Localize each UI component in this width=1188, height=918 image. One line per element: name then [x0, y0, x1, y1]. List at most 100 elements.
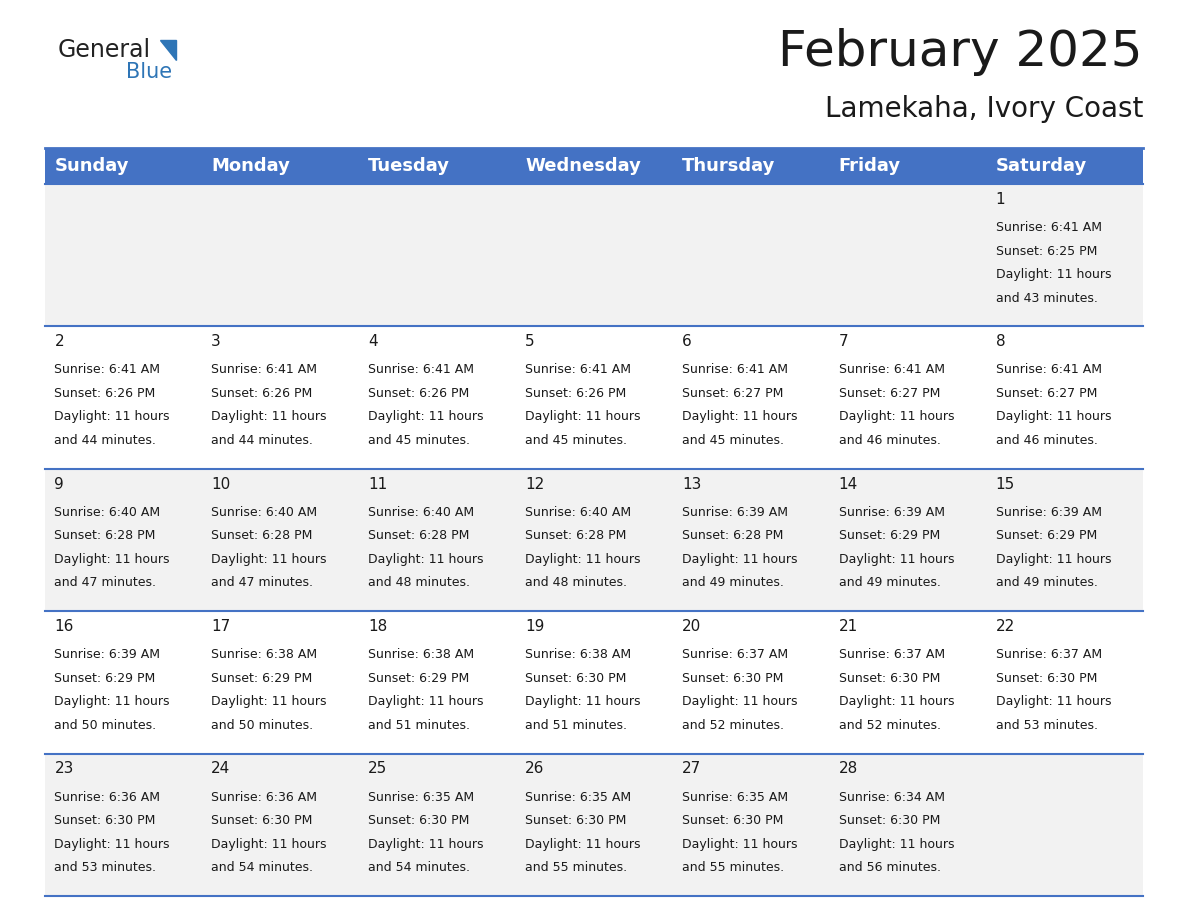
Text: Sunset: 6:30 PM: Sunset: 6:30 PM [525, 672, 626, 685]
Text: Sunset: 6:30 PM: Sunset: 6:30 PM [211, 814, 312, 827]
Text: Daylight: 11 hours: Daylight: 11 hours [682, 553, 797, 565]
Text: 19: 19 [525, 619, 544, 634]
Bar [986, 327, 1143, 469]
Text: Sunrise: 6:37 AM: Sunrise: 6:37 AM [996, 648, 1101, 661]
Text: Daylight: 11 hours: Daylight: 11 hours [525, 837, 640, 851]
Text: Daylight: 11 hours: Daylight: 11 hours [211, 695, 327, 708]
Bar [45, 327, 202, 469]
Text: Sunset: 6:28 PM: Sunset: 6:28 PM [55, 530, 156, 543]
Text: Daylight: 11 hours: Daylight: 11 hours [211, 837, 327, 851]
Text: 23: 23 [55, 761, 74, 777]
Bar [359, 327, 516, 469]
Text: 25: 25 [368, 761, 387, 777]
Text: Daylight: 11 hours: Daylight: 11 hours [682, 695, 797, 708]
Text: and 49 minutes.: and 49 minutes. [996, 577, 1098, 589]
Text: 11: 11 [368, 476, 387, 492]
Text: Daylight: 11 hours: Daylight: 11 hours [55, 837, 170, 851]
Text: Sunset: 6:28 PM: Sunset: 6:28 PM [682, 530, 783, 543]
Text: Sunset: 6:29 PM: Sunset: 6:29 PM [55, 672, 156, 685]
Text: and 50 minutes.: and 50 minutes. [55, 719, 157, 732]
Bar [202, 611, 359, 754]
Text: 16: 16 [55, 619, 74, 634]
Text: Sunrise: 6:41 AM: Sunrise: 6:41 AM [996, 364, 1101, 376]
Bar [829, 611, 986, 754]
Bar [829, 469, 986, 611]
Text: 18: 18 [368, 619, 387, 634]
Text: Daylight: 11 hours: Daylight: 11 hours [55, 695, 170, 708]
Bar [986, 469, 1143, 611]
Text: Sunrise: 6:40 AM: Sunrise: 6:40 AM [211, 506, 317, 519]
Text: and 55 minutes.: and 55 minutes. [525, 861, 627, 874]
Text: and 53 minutes.: and 53 minutes. [996, 719, 1098, 732]
Text: Sunrise: 6:35 AM: Sunrise: 6:35 AM [368, 790, 474, 803]
Bar [202, 754, 359, 896]
Bar [516, 148, 672, 184]
Text: Sunrise: 6:39 AM: Sunrise: 6:39 AM [55, 648, 160, 661]
Bar [45, 469, 202, 611]
Text: 6: 6 [682, 334, 691, 349]
Text: Daylight: 11 hours: Daylight: 11 hours [368, 837, 484, 851]
Text: Daylight: 11 hours: Daylight: 11 hours [525, 410, 640, 423]
Bar [516, 184, 672, 327]
Text: Daylight: 11 hours: Daylight: 11 hours [525, 695, 640, 708]
Text: Sunrise: 6:39 AM: Sunrise: 6:39 AM [682, 506, 788, 519]
Text: 9: 9 [55, 476, 64, 492]
Text: Sunset: 6:30 PM: Sunset: 6:30 PM [368, 814, 469, 827]
Text: Sunrise: 6:41 AM: Sunrise: 6:41 AM [839, 364, 944, 376]
Text: and 56 minutes.: and 56 minutes. [839, 861, 941, 874]
Text: Daylight: 11 hours: Daylight: 11 hours [368, 553, 484, 565]
Text: Sunset: 6:29 PM: Sunset: 6:29 PM [839, 530, 940, 543]
Text: Sunrise: 6:36 AM: Sunrise: 6:36 AM [211, 790, 317, 803]
Text: Sunset: 6:26 PM: Sunset: 6:26 PM [211, 386, 312, 400]
Text: Tuesday: Tuesday [368, 157, 450, 175]
Text: Sunrise: 6:37 AM: Sunrise: 6:37 AM [682, 648, 788, 661]
Text: Thursday: Thursday [682, 157, 776, 175]
Text: Sunset: 6:29 PM: Sunset: 6:29 PM [368, 672, 469, 685]
Bar [829, 327, 986, 469]
Text: Sunrise: 6:38 AM: Sunrise: 6:38 AM [211, 648, 317, 661]
Text: Friday: Friday [839, 157, 901, 175]
Bar [359, 148, 516, 184]
Text: Lamekaha, Ivory Coast: Lamekaha, Ivory Coast [824, 95, 1143, 123]
Text: 27: 27 [682, 761, 701, 777]
Text: Wednesday: Wednesday [525, 157, 640, 175]
Bar [672, 184, 829, 327]
Text: Sunset: 6:28 PM: Sunset: 6:28 PM [211, 530, 312, 543]
Text: and 52 minutes.: and 52 minutes. [682, 719, 784, 732]
Bar [359, 754, 516, 896]
Text: Sunrise: 6:41 AM: Sunrise: 6:41 AM [525, 364, 631, 376]
Text: 20: 20 [682, 619, 701, 634]
Bar [202, 469, 359, 611]
Bar [986, 148, 1143, 184]
Bar [672, 148, 829, 184]
Text: Daylight: 11 hours: Daylight: 11 hours [996, 695, 1111, 708]
Text: 10: 10 [211, 476, 230, 492]
Text: and 44 minutes.: and 44 minutes. [55, 434, 157, 447]
Bar [516, 611, 672, 754]
Text: and 45 minutes.: and 45 minutes. [368, 434, 470, 447]
Bar [516, 754, 672, 896]
Text: Daylight: 11 hours: Daylight: 11 hours [839, 837, 954, 851]
Text: and 54 minutes.: and 54 minutes. [368, 861, 470, 874]
Text: Sunset: 6:28 PM: Sunset: 6:28 PM [525, 530, 626, 543]
Text: Saturday: Saturday [996, 157, 1087, 175]
Bar [45, 611, 202, 754]
Text: and 45 minutes.: and 45 minutes. [682, 434, 784, 447]
Text: Sunset: 6:26 PM: Sunset: 6:26 PM [368, 386, 469, 400]
Text: Sunrise: 6:35 AM: Sunrise: 6:35 AM [682, 790, 788, 803]
Bar [516, 469, 672, 611]
Bar [202, 327, 359, 469]
Text: Daylight: 11 hours: Daylight: 11 hours [839, 410, 954, 423]
Text: 24: 24 [211, 761, 230, 777]
Text: Sunrise: 6:39 AM: Sunrise: 6:39 AM [839, 506, 944, 519]
Bar [45, 148, 202, 184]
Text: 21: 21 [839, 619, 858, 634]
Text: Sunset: 6:27 PM: Sunset: 6:27 PM [682, 386, 783, 400]
Text: Daylight: 11 hours: Daylight: 11 hours [996, 410, 1111, 423]
Bar [986, 184, 1143, 327]
Text: 13: 13 [682, 476, 701, 492]
Text: Daylight: 11 hours: Daylight: 11 hours [368, 410, 484, 423]
Text: Daylight: 11 hours: Daylight: 11 hours [682, 837, 797, 851]
Bar [672, 327, 829, 469]
Text: Daylight: 11 hours: Daylight: 11 hours [839, 695, 954, 708]
